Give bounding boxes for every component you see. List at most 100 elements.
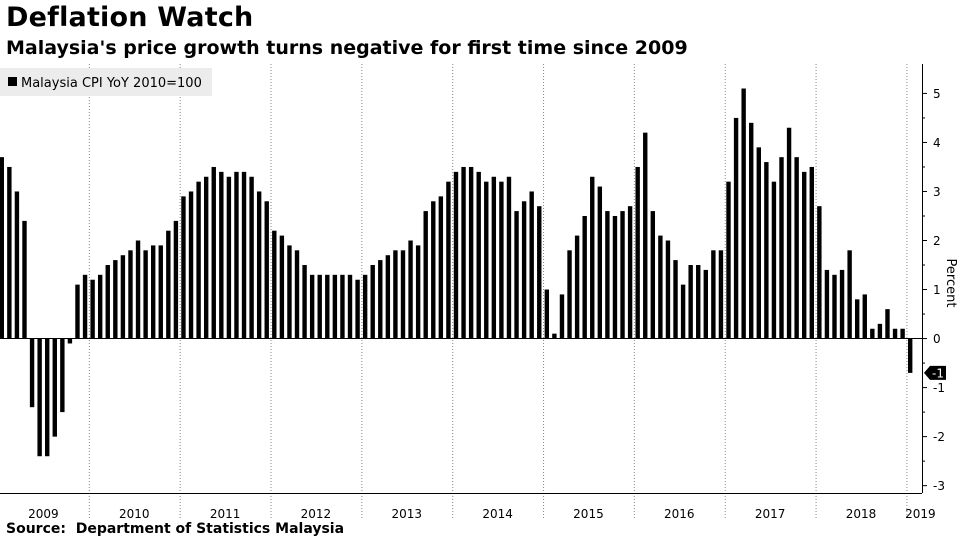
- bar-2009-07: [45, 338, 50, 457]
- bar-2014-12: [537, 206, 542, 339]
- bar-2013-11: [438, 196, 444, 339]
- bar-2012-11: [347, 274, 353, 339]
- bar-2012-02: [279, 235, 285, 339]
- bar-2011-12: [264, 201, 269, 339]
- bar-2014-03: [468, 166, 474, 339]
- bar-2017-06: [764, 162, 769, 339]
- bar-2011-09: [241, 171, 247, 339]
- bar-2013-12: [446, 181, 451, 339]
- y-tick-label--1: -1: [933, 381, 945, 395]
- x-tick-label-2015: 2015: [573, 507, 604, 521]
- bar-2018-07: [862, 294, 867, 339]
- x-tick-label-2017: 2017: [755, 507, 786, 521]
- bar-2015-11: [620, 211, 625, 339]
- y-tick-label--3: -3: [933, 479, 945, 493]
- y-tick-label-5: 5: [933, 87, 941, 101]
- bar-2017-08: [779, 157, 784, 339]
- bar-2016-12: [718, 250, 724, 339]
- bar-2009-09: [60, 338, 65, 413]
- bar-2013-02: [370, 265, 375, 339]
- bar-2009-03: [14, 191, 20, 339]
- legend-box: [0, 68, 212, 96]
- bar-2016-03: [650, 211, 656, 339]
- bar-2011-04: [203, 176, 209, 339]
- bar-2009-05: [29, 338, 35, 408]
- bar-2011-01: [181, 196, 186, 339]
- bar-2017-12: [809, 166, 814, 339]
- bar-2013-04: [385, 255, 391, 339]
- bar-2009-04: [22, 220, 27, 339]
- bar-2017-05: [756, 147, 761, 339]
- bar-2013-10: [431, 201, 436, 339]
- bar-2016-04: [658, 235, 663, 339]
- bar-2016-05: [665, 240, 671, 339]
- bar-2010-11: [166, 230, 171, 339]
- bar-2012-06: [309, 274, 315, 339]
- bar-2016-01: [635, 166, 640, 339]
- bar-2017-09: [786, 127, 792, 339]
- bar-2016-06: [673, 260, 678, 339]
- bar-2016-02: [643, 132, 648, 339]
- bar-2015-06: [582, 215, 587, 339]
- bar-2016-08: [688, 265, 693, 339]
- bar-2010-08: [143, 250, 148, 339]
- bar-2018-09: [877, 323, 883, 339]
- bar-2018-12: [900, 328, 905, 339]
- legend-label: Malaysia CPI YoY 2010=100: [21, 76, 202, 91]
- bar-2015-05: [574, 235, 580, 339]
- axes: -3 -2 -1 0 1 2 3 4 5 2009 2010 2011 2012 2013 2014 2015…: [0, 64, 946, 521]
- bar-2014-09: [514, 211, 519, 339]
- bar-2015-02: [552, 333, 557, 339]
- legend-swatch: [8, 77, 17, 86]
- bar-2018-10: [885, 309, 890, 339]
- bar-2010-07: [135, 240, 141, 339]
- bar-2011-06: [219, 171, 224, 339]
- y-tick-label-2: 2: [933, 234, 941, 248]
- bar-2010-05: [120, 255, 126, 339]
- bar-2011-05: [211, 166, 216, 339]
- bar-2009-06: [37, 338, 42, 457]
- bar-2018-03: [832, 274, 837, 339]
- bar-2012-12: [355, 279, 360, 339]
- y-axis-label: Percent: [943, 259, 958, 308]
- y-tick-label--2: -2: [933, 430, 945, 444]
- bar-2011-11: [256, 191, 262, 339]
- gridlines: [88, 64, 908, 519]
- bar-2014-02: [461, 166, 466, 339]
- bar-2011-02: [188, 191, 194, 339]
- bar-2009-12: [82, 274, 88, 339]
- bar-2017-07: [771, 181, 777, 339]
- bar-2014-10: [521, 201, 527, 339]
- bar-2018-01: [817, 206, 822, 339]
- x-tick-label-2014: 2014: [482, 507, 513, 521]
- x-tick-label-2010: 2010: [119, 507, 150, 521]
- bar-2009-01: [0, 157, 4, 339]
- bar-2009-02: [7, 166, 12, 339]
- bar-2010-02: [97, 274, 103, 339]
- x-tick-label-2013: 2013: [392, 507, 423, 521]
- bar-2016-07: [680, 284, 686, 339]
- bars: [0, 88, 913, 457]
- bar-2015-03: [559, 294, 565, 339]
- bar-2016-11: [711, 250, 716, 339]
- bar-2010-12: [173, 220, 179, 339]
- bar-2013-08: [415, 245, 421, 339]
- bar-2011-03: [196, 181, 201, 339]
- last-value-label: -1: [932, 366, 944, 380]
- bar-2013-03: [378, 260, 383, 339]
- legend: Malaysia CPI YoY 2010=100: [0, 68, 212, 96]
- bar-2012-01: [272, 230, 277, 339]
- bar-2018-02: [824, 269, 830, 339]
- bar-2017-11: [802, 171, 807, 339]
- bar-2012-07: [317, 274, 322, 339]
- x-tick-label-2012: 2012: [301, 507, 332, 521]
- x-tick-label-2018: 2018: [846, 507, 877, 521]
- bar-2010-01: [90, 279, 95, 339]
- bar-2015-07: [590, 176, 595, 339]
- bar-2012-05: [302, 265, 307, 339]
- bar-2014-01: [453, 171, 459, 339]
- bar-2018-11: [892, 328, 898, 339]
- bar-2017-04: [749, 122, 754, 339]
- bar-2012-09: [332, 274, 338, 339]
- bar-2016-10: [703, 269, 708, 339]
